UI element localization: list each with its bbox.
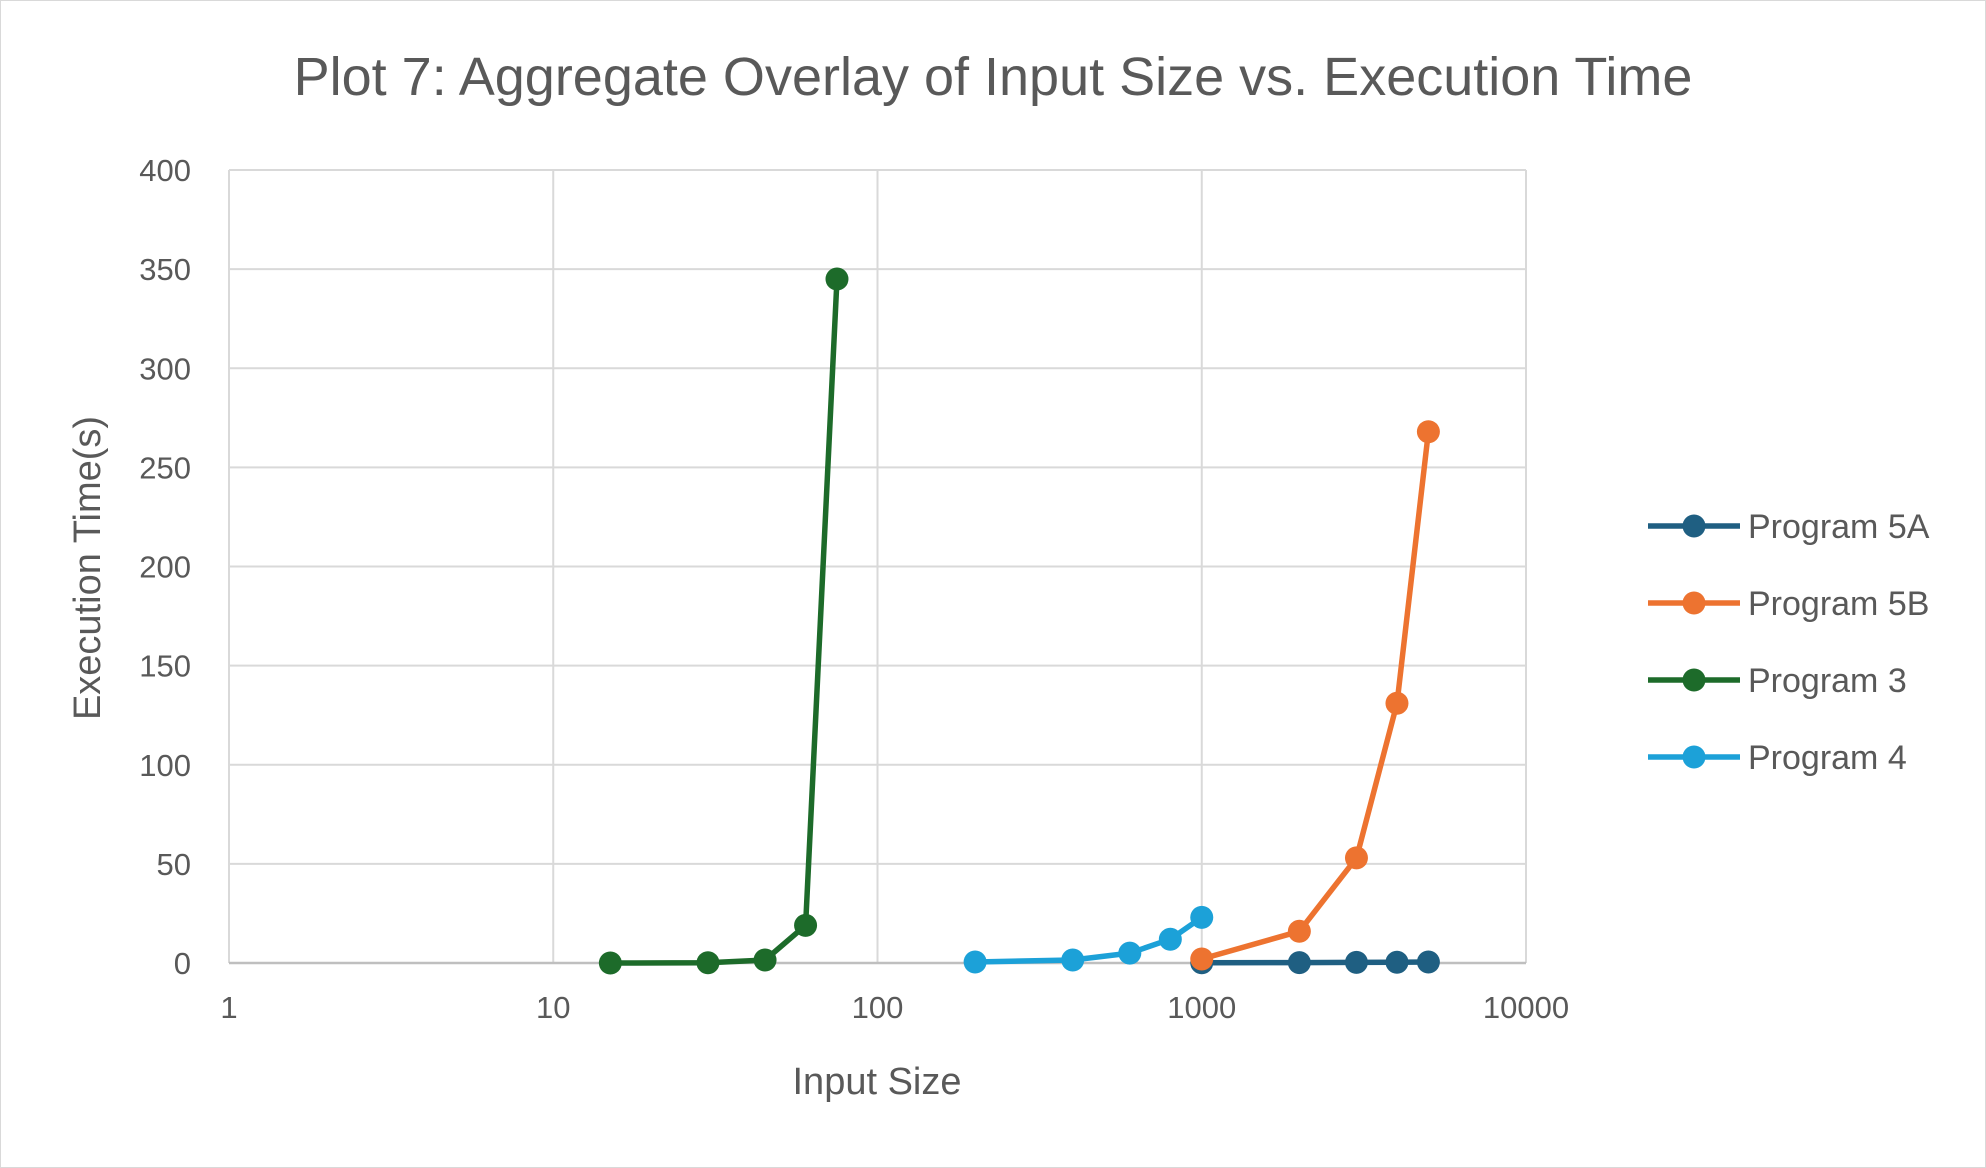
y-tick-label: 50 <box>157 847 191 882</box>
grid-lines <box>228 169 1527 963</box>
x-tick-label: 10 <box>536 990 570 1025</box>
data-point <box>1190 905 1214 929</box>
data-point <box>753 948 777 972</box>
data-point <box>1385 950 1409 974</box>
legend-marker <box>1682 591 1706 615</box>
data-point <box>794 913 818 937</box>
chart-title: Plot 7: Aggregate Overlay of Input Size … <box>294 47 1693 107</box>
legend-item: Program 5A <box>1648 508 1930 546</box>
data-point <box>1416 950 1440 974</box>
data-point <box>1061 948 1085 972</box>
y-tick-label: 300 <box>139 351 191 386</box>
data-point <box>696 951 720 975</box>
x-tick-label: 1000 <box>1167 990 1236 1025</box>
y-tick-label: 200 <box>139 550 191 585</box>
data-point <box>1287 951 1311 975</box>
legend-marker <box>1682 514 1706 538</box>
series-line <box>607 276 840 966</box>
series-program-3 <box>598 267 849 975</box>
data-point <box>1190 947 1214 971</box>
legend-marker <box>1682 745 1706 769</box>
series-lines <box>598 267 1440 975</box>
data-point <box>963 950 987 974</box>
data-point <box>1118 941 1142 965</box>
y-axis-title: Execution Time(s) <box>67 416 109 720</box>
legend-label: Program 5B <box>1748 585 1929 623</box>
data-point <box>1344 950 1368 974</box>
legend-item: Program 4 <box>1648 739 1907 777</box>
x-tick-label: 100 <box>852 990 904 1025</box>
x-tick-label: 1 <box>220 990 237 1025</box>
y-tick-label: 100 <box>139 748 191 783</box>
data-point <box>825 267 849 291</box>
legend: Program 5A Program 5B Program 3 Program 4 <box>1648 508 1930 777</box>
legend-marker <box>1682 668 1706 692</box>
y-tick-label: 0 <box>174 946 191 981</box>
data-point <box>1416 420 1440 444</box>
data-point <box>598 951 622 975</box>
tick-labels: 0 50 100 150 200 250 300 350 400 1 10 100 1000 10000 <box>139 153 1569 1025</box>
x-tick-label: 10000 <box>1483 990 1569 1025</box>
data-point <box>1287 919 1311 943</box>
legend-item: Program 3 <box>1648 662 1907 700</box>
data-point <box>1158 927 1182 951</box>
y-tick-label: 350 <box>139 252 191 287</box>
y-tick-label: 400 <box>139 153 191 188</box>
legend-label: Program 3 <box>1748 662 1907 700</box>
series-program-4 <box>963 905 1214 974</box>
legend-label: Program 4 <box>1748 739 1907 777</box>
y-tick-label: 250 <box>139 450 191 485</box>
x-axis-title: Input Size <box>793 1061 962 1103</box>
data-point <box>1344 846 1368 870</box>
y-tick-label: 150 <box>139 649 191 684</box>
legend-label: Program 5A <box>1748 508 1930 546</box>
legend-item: Program 5B <box>1648 585 1929 623</box>
data-point <box>1385 691 1409 715</box>
series-program-5b <box>1190 420 1440 971</box>
